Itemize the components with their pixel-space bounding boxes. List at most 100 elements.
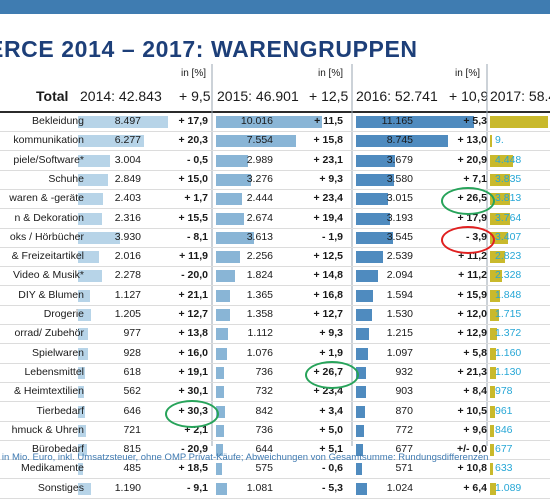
table-row: Tierbedarf 646 + 30,3 842 + 3,4 870 + 10,5 961 <box>0 403 550 422</box>
value-2014: 3.930 <box>114 230 141 243</box>
table-row: Bekleidung 8.497 + 17,9 10.016 + 11,5 11.165 +… <box>0 113 550 132</box>
table-row: Sonstiges 1.190 - 9,1 1.081 - 5,3 1.024 + 6,4 1… <box>0 480 550 499</box>
value-2015: 2.674 <box>246 211 273 224</box>
change-2017: + 6,4 <box>463 481 487 494</box>
bar-2015 <box>216 289 230 302</box>
change-2016: + 9,3 <box>319 172 343 185</box>
top-accent-bar <box>0 0 550 14</box>
change-2017: + 21,3 <box>457 365 488 378</box>
change-2016: + 15,8 <box>313 134 344 147</box>
value-2015: 842 <box>255 404 273 417</box>
value-2015: 644 <box>255 443 273 456</box>
value-2015: 1.824 <box>246 269 273 282</box>
value-2014: 977 <box>123 327 141 340</box>
bar-2014 <box>78 444 87 457</box>
bar-2017 <box>490 116 548 128</box>
value-2017: 1.160 <box>495 346 522 359</box>
change-2017: + 10,5 <box>457 404 488 417</box>
change-2017: + 12,9 <box>457 327 488 340</box>
table-row: Video & Musik* 2.278 - 20,0 1.824 + 14,8 2.09… <box>0 267 550 287</box>
table-row: waren & -geräte 2.403 + 1,7 2.444 + 23,4 3.01… <box>0 190 550 210</box>
value-2014: 1.127 <box>114 288 141 301</box>
highlight-green-ellipse <box>165 399 219 428</box>
bar-2017 <box>490 212 510 225</box>
category-label: DIY & Blumen <box>18 288 84 301</box>
bar-2015 <box>216 309 230 321</box>
bar-2015 <box>216 231 254 244</box>
value-2015: 575 <box>255 462 273 475</box>
value-2014: 6.277 <box>114 134 141 147</box>
bar-2014 <box>78 424 86 437</box>
bar-2016 <box>356 424 364 437</box>
change-2016: - 1,9 <box>321 230 343 243</box>
table-row: Drogerie 1.205 + 12,7 1.358 + 12,7 1.530 + 12,… <box>0 306 550 325</box>
value-2014: 2.849 <box>114 172 141 185</box>
table-row: orrad/ Zubehör 977 + 13,8 1.112 + 9,3 1.215 + … <box>0 325 550 345</box>
bar-2014 <box>78 173 108 186</box>
bar-2017 <box>490 135 492 148</box>
value-2014: 3.004 <box>114 153 141 166</box>
bar-2015 <box>216 251 240 264</box>
value-2017: 1.715 <box>495 308 522 320</box>
bar-2017 <box>490 173 510 186</box>
bar-2014 <box>78 309 91 321</box>
change-2015: + 12,7 <box>178 308 209 320</box>
bar-2014 <box>78 347 88 360</box>
category-label: Bürobedarf <box>32 443 84 456</box>
bar-2015 <box>216 482 227 495</box>
value-2016: 2.539 <box>386 250 413 263</box>
value-2016: 1.530 <box>386 308 413 320</box>
total-2016: 2016: 52.741 <box>356 88 438 104</box>
total-2014: 2014: 42.843 <box>80 88 162 104</box>
total-label: Total <box>36 88 69 104</box>
bar-2017 <box>490 463 493 476</box>
value-2017: 2.823 <box>495 250 522 263</box>
value-2014: 646 <box>123 404 141 417</box>
value-2016: 1.594 <box>386 288 413 301</box>
bar-2017 <box>490 347 496 360</box>
change-2017: + 12,0 <box>457 308 488 320</box>
value-2017: 1.089 <box>495 481 522 494</box>
table-row: Lebensmittel 618 + 19,1 736 + 26,7 932 + 21,3 1… <box>0 364 550 383</box>
bar-2017 <box>490 154 513 167</box>
change-2015: + 20,3 <box>178 134 209 147</box>
total-change-2015: + 9,5 <box>179 88 211 104</box>
bar-2017 <box>490 309 499 321</box>
bar-2017 <box>490 405 495 418</box>
change-2017: +/- 0,0 <box>456 443 487 456</box>
value-2015: 1.365 <box>246 288 273 301</box>
change-2017: + 7,1 <box>463 172 487 185</box>
bar-2015 <box>216 116 322 128</box>
total-row: Total 2014: 42.843 + 9,5 2015: 46.901 + … <box>0 86 550 106</box>
change-2017: + 8,4 <box>463 385 487 398</box>
change-2016: + 3,4 <box>319 404 343 417</box>
value-2017: 633 <box>495 462 513 475</box>
bar-2014 <box>78 328 88 341</box>
value-2017: 846 <box>495 423 513 436</box>
value-2017: 9. <box>495 134 504 147</box>
value-2017: 1.130 <box>495 365 522 378</box>
table-row: & Heimtextilien 562 + 30,1 732 + 23,4 903 + 8,… <box>0 383 550 403</box>
table-row: Schuhe 2.849 + 15,0 3.276 + 9,3 3.580 + 7,1 3.8… <box>0 171 550 190</box>
change-2016: + 9,3 <box>319 327 343 340</box>
bar-2016 <box>356 444 363 457</box>
change-2016: + 11,5 <box>314 115 343 127</box>
value-2015: 736 <box>255 423 273 436</box>
bar-2015 <box>216 173 251 186</box>
category-label: Bekleidung <box>32 115 84 127</box>
bar-2015 <box>216 193 242 206</box>
change-2015: + 16,0 <box>178 346 209 359</box>
value-2015: 2.444 <box>246 192 273 205</box>
category-label: & Freizeitartikel <box>11 250 84 263</box>
bar-2015 <box>216 424 224 437</box>
change-2016: + 12,7 <box>313 308 344 320</box>
change-2015: + 13,8 <box>178 327 209 340</box>
bar-2016 <box>356 135 448 148</box>
bar-2015 <box>216 366 224 379</box>
bar-2016 <box>356 482 367 495</box>
change-2015: + 1,7 <box>184 192 208 205</box>
bar-2015 <box>216 212 244 225</box>
bar-2016 <box>356 270 378 283</box>
category-label: Sonstiges <box>37 481 84 494</box>
change-2015: + 17,9 <box>178 115 209 127</box>
